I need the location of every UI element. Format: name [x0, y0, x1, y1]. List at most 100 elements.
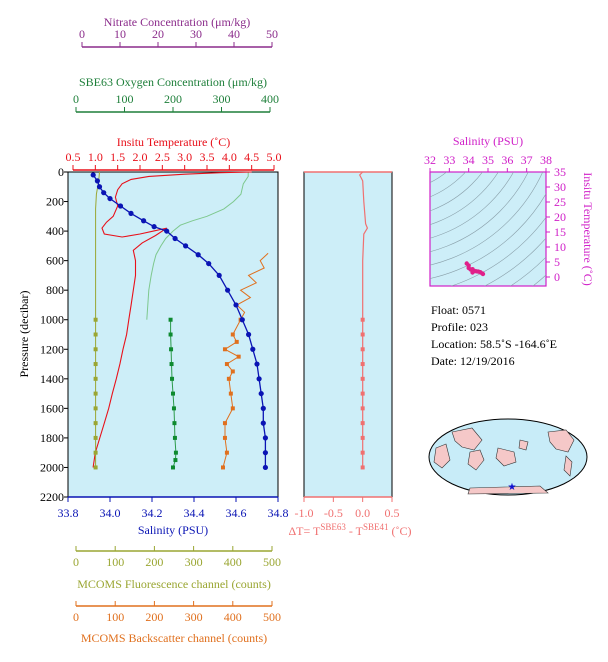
fluorescence-point	[93, 406, 98, 411]
pressure-tick-label: 1800	[40, 431, 64, 445]
delta-t-point	[360, 362, 365, 367]
backscatter-tick-label: 300	[185, 610, 203, 624]
delta-t-point	[360, 421, 365, 426]
ts-x-tick-label: 36	[501, 153, 513, 167]
temperature-tick-label: 4.5	[244, 150, 259, 164]
salinity-point	[262, 464, 268, 471]
delta-t-series-line	[358, 171, 369, 468]
oxygen-axis-title: SBE63 Oxygen Concentration (μm/kg)	[79, 75, 267, 89]
oxygen-tick-label: 400	[261, 92, 279, 106]
salinity-point	[225, 287, 231, 293]
fluorescence-point	[93, 435, 98, 440]
location-text: Location: 58.5˚S -164.6˚E	[431, 337, 557, 351]
oxygen-point	[168, 332, 173, 337]
ts-y-tick-label: 15	[554, 225, 566, 239]
ts-point	[470, 270, 475, 275]
ts-y-tick-label: 0	[554, 270, 560, 284]
oxygen-point	[172, 435, 177, 440]
bottom-axes: 33.8 34.0 34.2 34.4 34.6 34.8 Salinity (PSU) 0 1…	[58, 496, 289, 645]
ts-point	[480, 271, 486, 277]
salinity-point	[246, 331, 252, 338]
oxygen-point	[173, 450, 178, 455]
temperature-tick-label: 3.0	[177, 150, 192, 164]
backscatter-point	[226, 376, 231, 381]
salinity-point	[141, 218, 147, 224]
delta-t-tick-label: -0.5	[324, 506, 343, 520]
nitrate-tick-label: 50	[266, 27, 278, 41]
backscatter-point	[222, 435, 227, 440]
temperature-tick-label: 4.0	[222, 150, 237, 164]
fluorescence-point	[93, 450, 98, 455]
salinity-point	[206, 260, 212, 267]
salinity-point	[172, 235, 178, 242]
nitrate-tick-label: 40	[228, 27, 240, 41]
fluorescence-point	[93, 362, 98, 367]
salinity-point	[183, 243, 189, 249]
backscatter-tick-label: 400	[224, 610, 242, 624]
oxygen-point	[172, 421, 177, 426]
temperature-tick-label: 2.5	[155, 150, 170, 164]
delta-t-axis-title: ΔT= TSBE63 - TSBE41 (˚C)	[288, 522, 411, 538]
pressure-tick-label: 1600	[40, 401, 64, 415]
pressure-tick-label: 0	[58, 165, 64, 179]
ts-x-tick-label: 34	[463, 153, 475, 167]
pressure-tick-label: 400	[46, 224, 64, 238]
backscatter-point	[222, 421, 227, 426]
temperature-tick-label: 2.0	[133, 150, 148, 164]
backscatter-point	[230, 332, 235, 337]
oxygen-point	[171, 406, 176, 411]
float-id-text: Float: 0571	[431, 303, 487, 317]
map-land	[433, 443, 451, 469]
fluorescence-point	[93, 332, 98, 337]
salinity-point	[128, 210, 134, 216]
fluorescence-point	[93, 347, 98, 352]
salinity-point	[164, 228, 170, 234]
backscatter-point	[234, 339, 239, 344]
ts-plot-area	[429, 171, 547, 287]
nitrate-tick-label: 10	[114, 27, 126, 41]
pressure-tick-label: 1200	[40, 342, 64, 356]
pressure-tick-label: 2000	[40, 460, 64, 474]
oxygen-point	[171, 465, 175, 470]
salinity-point	[256, 376, 262, 382]
salinity-point	[260, 405, 266, 411]
backscatter-tick-label: 0	[73, 610, 79, 624]
location-map: ★	[428, 418, 588, 496]
delta-t-point	[360, 406, 365, 411]
ts-x-tick-label: 38	[540, 153, 552, 167]
temperature-tick-label: 3.5	[200, 150, 215, 164]
pressure-tick-label: 200	[46, 195, 64, 209]
pressure-axis-title: Pressure (decibar)	[17, 291, 31, 378]
fluorescence-tick-label: 0	[73, 555, 79, 569]
salinity-point	[94, 178, 100, 184]
backscatter-tick-label: 200	[145, 610, 163, 624]
salinity-tick-label: 33.8	[58, 506, 79, 520]
ts-y-tick-label: 5	[554, 255, 560, 269]
fluorescence-axis-title: MCOMS Fluorescence channel (counts)	[77, 577, 271, 591]
nitrate-axis-title: Nitrate Concentration (μm/kg)	[104, 15, 250, 29]
fluorescence-point	[93, 376, 98, 381]
salinity-point	[254, 361, 260, 367]
oxygen-point	[169, 347, 174, 352]
delta-t-point	[360, 450, 365, 455]
salinity-tick-label: 34.6	[226, 506, 247, 520]
salinity-point	[239, 317, 245, 323]
temperature-tick-label: 1.0	[88, 150, 103, 164]
oxygen-series-line	[146, 172, 249, 320]
backscatter-point	[224, 450, 229, 455]
backscatter-point	[230, 406, 235, 411]
map-land	[518, 439, 529, 451]
oxygen-tick-label: 200	[164, 92, 182, 106]
backscatter-point	[221, 465, 225, 470]
pressure-tick-label: 1000	[40, 313, 64, 327]
oxygen-tick-label: 0	[73, 92, 79, 106]
delta-t-point	[360, 347, 365, 352]
ts-y-tick-label: 35	[554, 165, 566, 179]
ts-y-tick-label: 30	[554, 180, 566, 194]
nitrate-tick-label: 0	[79, 27, 85, 41]
profile-text: Profile: 023	[431, 320, 488, 334]
nitrate-tick-label: 20	[152, 27, 164, 41]
salinity-point	[262, 450, 268, 456]
delta-t-point	[360, 317, 365, 322]
fluorescence-point	[93, 421, 98, 426]
